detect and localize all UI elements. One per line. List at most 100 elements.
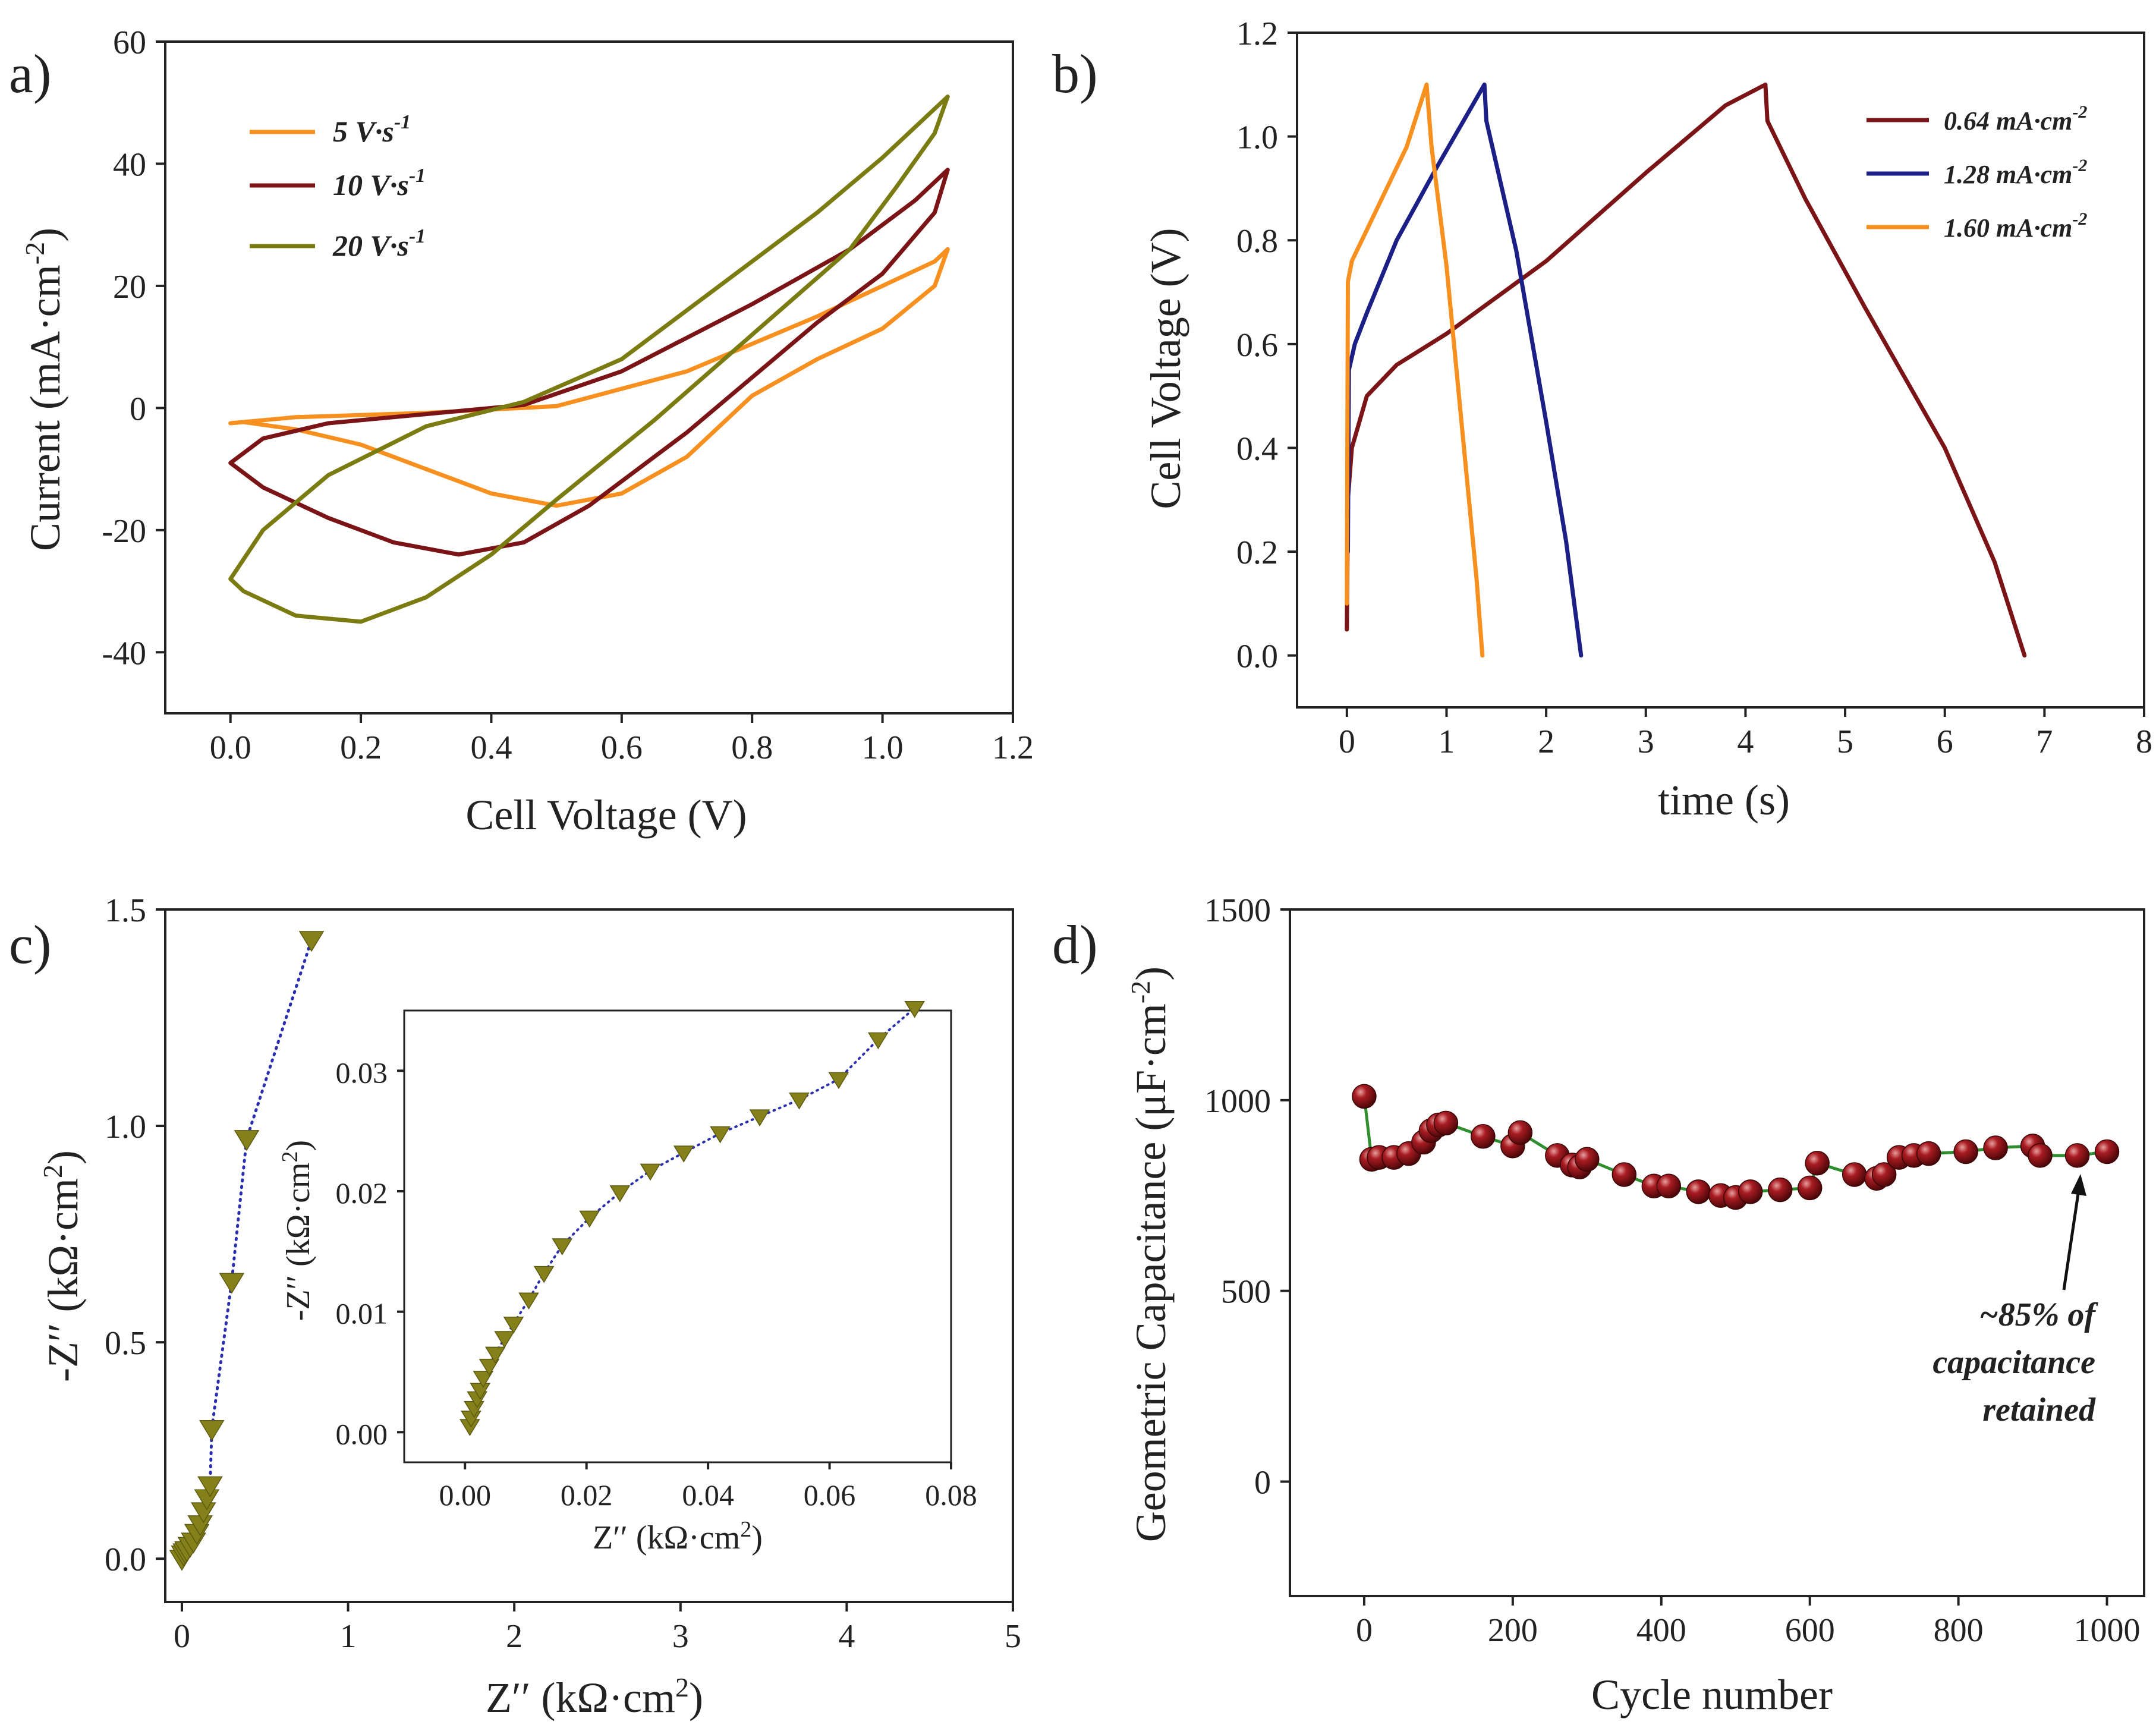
panel-a-xtick-label: 0.4 — [470, 729, 512, 766]
panel-d-xtick-label: 1000 — [2074, 1612, 2141, 1649]
capacitance-marker — [1507, 1120, 1533, 1145]
panel-a-ytick-label: -40 — [102, 635, 146, 672]
panel-b-xtick-label: 6 — [1937, 723, 1953, 760]
inset-marker — [485, 1346, 506, 1364]
capacitance-marker — [1797, 1175, 1823, 1201]
annotation-line-3: retained — [1982, 1392, 2096, 1428]
inset-axes: 0.00 0.02 0.04 0.06 0.08 0.00 0.01 0.02 0.03 — [336, 1056, 977, 1512]
inset-marker — [749, 1109, 770, 1126]
panel-a-ytick-label: -20 — [102, 513, 146, 550]
panel-d-ytick-label: 1500 — [1204, 892, 1271, 929]
capacitance-marker — [2028, 1143, 2053, 1168]
inset-marker — [868, 1032, 889, 1050]
panel-d-label: d) — [1052, 914, 1098, 975]
panel-a-frame — [164, 40, 1014, 715]
panel-a-ylabel-text: Current (mA·cm — [21, 265, 69, 551]
capacitance-marker — [1871, 1162, 1897, 1187]
panel-c-inset-chart: 0.00 0.02 0.04 0.06 0.08 0.00 0.01 0.02 0.03 Z′′… — [278, 1000, 977, 1556]
panel-d-ylabel: Geometric Capacitance (μF·cm-2) — [1125, 967, 1175, 1543]
panel-b-legend: 0.64 mA·cm-2 1.28 mA·cm-2 1.60 mA·cm-2 — [1867, 102, 2087, 243]
inset-marker — [479, 1358, 500, 1376]
inset-marker — [609, 1185, 631, 1203]
legend-label-064: 0.64 mA·cm-2 — [1944, 102, 2087, 136]
legend-label-10vs: 10 V·s-1 — [333, 165, 426, 202]
panel-a-cv-chart: a) 0.0 0.2 0.4 0.6 0.8 1.0 1.2 -40 -20 0 20 40 60 Ce… — [9, 24, 1034, 839]
panel-b-xtick-label: 4 — [1737, 723, 1754, 760]
panel-a-axes: 0.0 0.2 0.4 0.6 0.8 1.0 1.2 -40 -20 0 20 40 60 — [102, 24, 1034, 766]
panel-d-xtick-label: 400 — [1636, 1612, 1686, 1649]
inset-xtick-label: 0.08 — [925, 1478, 977, 1512]
panel-c-ytick-label: 1.0 — [105, 1109, 146, 1145]
nyquist-marker — [298, 931, 325, 952]
legend-label-160: 1.60 mA·cm-2 — [1944, 209, 2087, 243]
inset-frame — [403, 1009, 952, 1463]
nyquist-marker — [199, 1420, 225, 1441]
inset-marker — [828, 1072, 849, 1090]
panel-c-ytick-label: 0.5 — [105, 1325, 146, 1362]
inset-ytick-label: 0.00 — [336, 1417, 388, 1450]
panel-b-xtick-label: 8 — [2136, 723, 2152, 760]
capacitance-marker — [1983, 1135, 2008, 1160]
charge-discharge-curve-3 — [1345, 82, 1485, 658]
panel-a-xlabel: Cell Voltage (V) — [465, 791, 747, 839]
panel-d-annotation: ~85% of capacitance retained — [1932, 1174, 2098, 1428]
inset-marker — [640, 1163, 661, 1181]
panel-b-axes: 0 1 2 3 4 5 6 7 8 0.0 0.2 0.4 0.6 0.8 1.0 1.2 — [1236, 15, 2152, 760]
nyquist-marker — [234, 1130, 260, 1151]
panel-d-axes: 0 200 400 600 800 1000 0 500 1000 1500 — [1204, 892, 2141, 1649]
panel-d-xtick-label: 0 — [1356, 1612, 1373, 1649]
panel-b-ytick-label: 0.0 — [1236, 638, 1278, 675]
inset-marker — [473, 1371, 494, 1388]
panel-b-ytick-label: 0.6 — [1236, 327, 1278, 364]
inset-xtick-label: 0.04 — [682, 1478, 734, 1512]
capacitance-marker — [1842, 1162, 1867, 1187]
nyquist-marker — [219, 1273, 245, 1294]
legend-label-20vs: 20 V·s-1 — [332, 225, 426, 262]
panel-a-ylabel-sup: -2 — [20, 242, 50, 265]
capacitance-marker — [1433, 1110, 1459, 1136]
inset-marker — [904, 1000, 925, 1018]
cv-loop-3 — [228, 95, 950, 624]
cv-loop-2 — [228, 168, 950, 557]
panel-a-ylabel: Current (mA·cm-2) — [20, 228, 69, 551]
panel-a-xtick-label: 0.8 — [731, 729, 773, 766]
inset-marker — [533, 1266, 555, 1283]
panel-d-series — [1352, 1084, 2120, 1210]
capacitance-marker — [2064, 1143, 2090, 1168]
capacitance-marker — [1686, 1179, 1711, 1204]
panel-b-xtick-label: 0 — [1339, 723, 1355, 760]
charge-discharge-curve-1 — [1345, 82, 2027, 658]
panel-b-label: b) — [1052, 43, 1098, 104]
inset-ylabel: -Z′′ (kΩ·cm2) — [278, 1140, 317, 1321]
panel-d-xtick-label: 600 — [1785, 1612, 1835, 1649]
panel-c-xtick-label: 2 — [506, 1618, 523, 1655]
capacitance-marker — [1767, 1177, 1793, 1203]
inset-marker — [710, 1126, 731, 1144]
panel-d-ytick-label: 1000 — [1204, 1083, 1271, 1120]
capacitance-marker — [1575, 1147, 1600, 1172]
panel-c-xtick-label: 3 — [672, 1618, 689, 1655]
cv-loop-1 — [228, 247, 950, 508]
inset-marker — [503, 1316, 524, 1334]
panel-a-ytick-label: 20 — [113, 269, 146, 306]
inset-xtick-label: 0.02 — [561, 1478, 613, 1512]
capacitance-marker — [1916, 1141, 1941, 1166]
panel-c-axes: 0 1 2 3 4 5 0.0 0.5 1.0 1.5 — [105, 892, 1021, 1655]
annotation-line-1: ~85% of — [1979, 1296, 2099, 1333]
nyquist-marker — [197, 1476, 223, 1497]
panel-c-xtick-label: 0 — [174, 1618, 190, 1655]
panel-b-ytick-label: 0.2 — [1236, 534, 1278, 571]
inset-xtick-label: 0.00 — [439, 1478, 491, 1512]
panel-d-cycling-chart: d) 0 200 400 600 800 1000 0 500 1000 1500 Cycle n… — [1052, 892, 2145, 1718]
inset-ytick-label: 0.01 — [336, 1297, 388, 1330]
panel-a-xtick-label: 1.0 — [862, 729, 904, 766]
panel-c-label: c) — [9, 914, 51, 975]
inset-marker — [518, 1292, 539, 1310]
capacitance-marker — [1656, 1173, 1682, 1198]
inset-ytick-label: 0.03 — [336, 1056, 388, 1089]
capacitance-marker — [1471, 1124, 1496, 1149]
capacitance-marker — [1612, 1162, 1637, 1187]
panel-b-ytick-label: 1.2 — [1236, 15, 1278, 52]
capacitance-marker — [1805, 1150, 1830, 1176]
capacitance-marker — [1953, 1139, 1978, 1164]
